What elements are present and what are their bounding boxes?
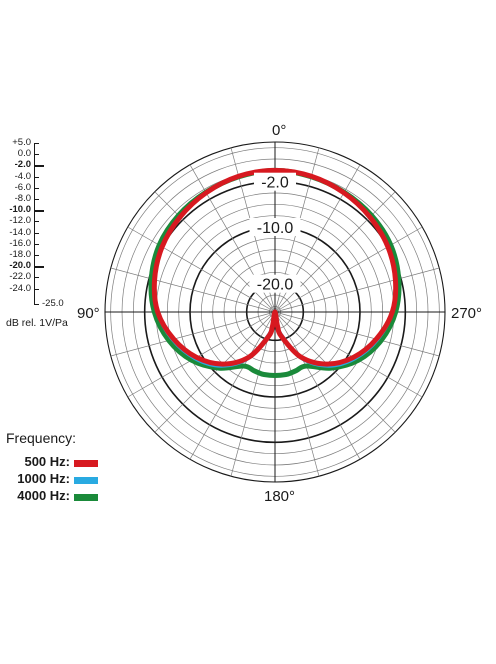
db-scale-tick bbox=[34, 255, 39, 256]
db-scale-min-label: -25.0 bbox=[42, 297, 64, 309]
db-scale-tick-label: -20.0 bbox=[9, 260, 31, 272]
legend-swatch bbox=[74, 460, 98, 467]
ring-label: -2.0 bbox=[261, 175, 289, 192]
db-scale-tick bbox=[34, 288, 39, 290]
grid-radial-line bbox=[274, 267, 440, 313]
db-scale-tick-label: -4.0 bbox=[14, 170, 31, 182]
legend-label: 1000 Hz: bbox=[17, 471, 70, 486]
ring-label: -20.0 bbox=[257, 277, 294, 294]
db-scale-tick bbox=[34, 154, 39, 156]
db-scale-tick bbox=[34, 199, 39, 200]
legend-swatch bbox=[74, 494, 98, 501]
db-scale-tick-label: -22.0 bbox=[9, 271, 31, 283]
angle-label-270: 270° bbox=[451, 305, 483, 322]
db-scale-tick bbox=[34, 232, 39, 234]
grid-radial-line bbox=[274, 311, 440, 357]
legend-swatch bbox=[74, 477, 98, 484]
db-scale-tick-label: -14.0 bbox=[9, 226, 31, 238]
ring-label-bg bbox=[254, 172, 296, 191]
db-scale-tick bbox=[34, 243, 39, 245]
db-scale-axis bbox=[34, 143, 35, 304]
grid-radial-line bbox=[274, 311, 396, 433]
curve-4000hz bbox=[148, 167, 402, 378]
db-scale-tick-label: -12.0 bbox=[9, 215, 31, 227]
grid-radial-line bbox=[127, 226, 276, 313]
legend-label: 4000 Hz: bbox=[17, 488, 70, 503]
ring-label-bg bbox=[249, 274, 301, 293]
db-scale-tick bbox=[34, 210, 44, 213]
grid-radial-line bbox=[274, 311, 361, 460]
db-scale-tick bbox=[34, 143, 39, 144]
grid-radial-line bbox=[110, 311, 276, 357]
grid-radial-line bbox=[110, 267, 276, 313]
db-scale-tick bbox=[34, 266, 44, 269]
curve-500hz bbox=[151, 167, 399, 367]
ring-label-bg bbox=[249, 218, 301, 236]
grid-radial-line bbox=[127, 311, 276, 398]
db-scale-tick-label: -10.0 bbox=[9, 204, 31, 216]
db-scale-tick bbox=[34, 303, 39, 305]
db-scale-tick-label: +5.0 bbox=[12, 137, 31, 148]
legend-item: 500 Hz: bbox=[6, 454, 98, 472]
angle-label-180: 180° bbox=[264, 488, 296, 505]
angle-label-90: 90° bbox=[77, 305, 100, 322]
angle-label-0: 0° bbox=[272, 122, 287, 139]
legend-item: 1000 Hz: bbox=[6, 471, 98, 489]
db-scale-tick bbox=[34, 187, 39, 189]
legend-title: Frequency: bbox=[6, 430, 77, 446]
db-scale-tick-label: -6.0 bbox=[14, 181, 31, 193]
db-scale-tick-label: -2.0 bbox=[14, 159, 31, 171]
db-scale-unit: dB rel. 1V/Pa bbox=[6, 316, 68, 329]
ring-label: -10.0 bbox=[257, 220, 294, 237]
ring-labels: -2.0 -10.0 -20.0 bbox=[249, 172, 301, 294]
db-scale-tick bbox=[34, 176, 39, 178]
db-scale-tick bbox=[34, 221, 39, 223]
grid-radial-line bbox=[154, 311, 276, 433]
db-scale-tick-label: 0.0 bbox=[17, 148, 31, 160]
grid-radial-line bbox=[274, 226, 423, 313]
grid-radial-line bbox=[154, 191, 276, 313]
grid-radial-line bbox=[189, 311, 276, 460]
db-scale-tick-label: -24.0 bbox=[9, 282, 31, 294]
db-scale-tick-label: -16.0 bbox=[9, 237, 31, 249]
db-scale-tick bbox=[34, 165, 44, 168]
db-scale-tick bbox=[34, 277, 39, 279]
db-scale-tick-label: -18.0 bbox=[9, 249, 31, 260]
grid-radial-line bbox=[274, 191, 396, 313]
grid-radial-line bbox=[274, 311, 423, 398]
response-curves bbox=[148, 167, 402, 378]
db-scale: -25.0 dB rel. 1V/Pa +5.0 0.0 -2.0 -4.0 -6.0-… bbox=[0, 0, 80, 345]
legend-item: 4000 Hz: bbox=[6, 488, 98, 506]
legend-label: 500 Hz: bbox=[24, 454, 70, 469]
db-scale-tick-label: -8.0 bbox=[14, 193, 31, 204]
